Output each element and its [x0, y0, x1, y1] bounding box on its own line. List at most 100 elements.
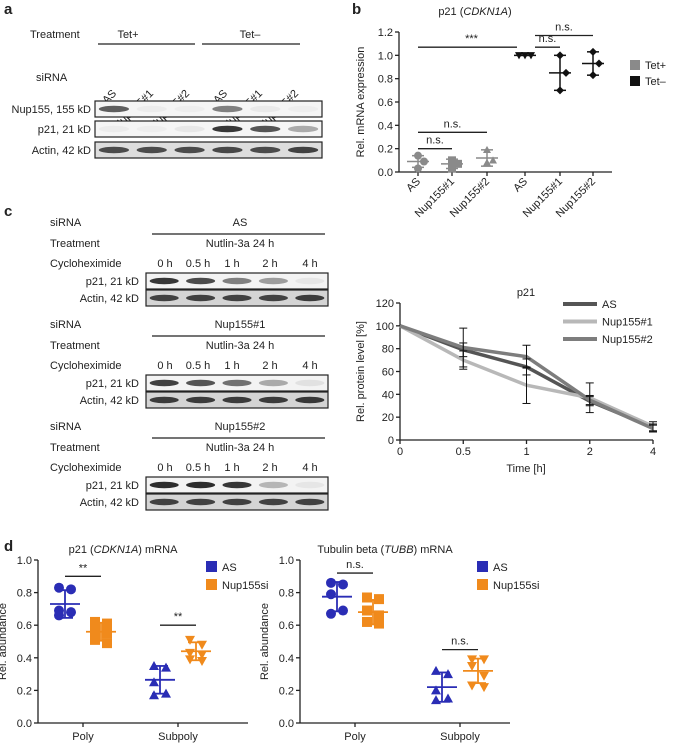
treatment-label: Treatment	[30, 29, 80, 41]
band	[258, 379, 288, 387]
sirna-label: siRNA	[50, 217, 82, 229]
title-part: )	[508, 6, 512, 18]
data-point	[431, 685, 441, 695]
y-tick-label: 0.8	[279, 588, 294, 600]
legend-label: AS	[222, 562, 237, 574]
band	[149, 294, 179, 302]
blot-row-label: Actin, 42 kD	[32, 145, 91, 157]
band	[174, 105, 205, 113]
legend-swatch	[206, 579, 217, 590]
y-tick-label: 0.0	[17, 718, 32, 730]
y-tick-label: 0.0	[378, 167, 393, 179]
title-part: CDKN1A	[94, 544, 139, 556]
x-tick-label: 1	[523, 446, 529, 458]
legend-label: AS	[602, 299, 617, 311]
band	[136, 146, 167, 154]
data-point	[362, 592, 372, 603]
legend-label: AS	[493, 562, 508, 574]
blot-row-label: Actin, 42 kD	[80, 293, 139, 305]
y-axis-label: Rel. abundance	[259, 603, 271, 680]
band	[287, 125, 319, 133]
data-point	[54, 582, 64, 593]
treatment-value: Nutlin-3a 24 h	[206, 442, 275, 454]
y-axis-label: Rel. protein level [%]	[355, 321, 367, 422]
band	[295, 396, 325, 404]
band	[250, 105, 281, 113]
y-axis-label: Rel. mRNA expression	[355, 47, 367, 158]
band	[149, 277, 179, 285]
band	[186, 481, 216, 489]
significance-label: **	[174, 611, 183, 623]
chart-title: p21	[517, 287, 535, 299]
blot-row	[94, 120, 323, 138]
legend-swatch	[206, 561, 217, 572]
band	[186, 294, 216, 302]
y-tick-label: 0.6	[279, 620, 294, 632]
sirna-label: siRNA	[50, 319, 82, 331]
data-point	[149, 677, 159, 687]
data-point	[479, 683, 489, 693]
sirna-label: siRNA	[50, 421, 82, 433]
band	[258, 481, 288, 489]
sirna-value: AS	[233, 217, 248, 229]
title-part: ) mRNA	[414, 544, 454, 556]
y-tick-label: 0.2	[17, 685, 32, 697]
data-point	[443, 693, 453, 703]
significance-label: n.s.	[444, 118, 462, 130]
blot-row	[145, 391, 329, 409]
x-tick-label: Subpoly	[158, 731, 198, 743]
y-tick-label: 20	[382, 412, 394, 424]
blot-row	[94, 100, 323, 118]
legend-swatch	[630, 60, 640, 70]
legend-label: Tet+	[645, 60, 666, 72]
band	[250, 125, 281, 133]
title-part: ) mRNA	[138, 544, 178, 556]
band	[287, 146, 319, 154]
band	[295, 379, 325, 387]
data-point	[374, 610, 384, 621]
data-point	[326, 589, 336, 600]
y-tick-label: 1.0	[17, 555, 32, 567]
time-label: 2 h	[262, 258, 277, 270]
data-point	[102, 628, 112, 639]
legend-label: Nup155#2	[602, 334, 653, 346]
y-tick-label: 0.4	[279, 653, 294, 665]
band	[174, 125, 205, 133]
blot-frame	[94, 141, 323, 159]
cycloheximide-label: Cycloheximide	[50, 462, 122, 474]
blot-row	[94, 141, 323, 159]
treatment-value: Nutlin-3a 24 h	[206, 238, 275, 250]
panel-label: b	[352, 1, 361, 18]
x-tick-label: AS	[511, 176, 530, 195]
band	[186, 396, 216, 404]
blot-row-label: Actin, 42 kD	[80, 395, 139, 407]
data-point	[149, 690, 159, 700]
data-point	[90, 625, 100, 636]
significance-label: n.s.	[346, 559, 364, 571]
blot-row	[145, 272, 329, 290]
group-label: Tet–	[240, 29, 262, 41]
band	[287, 105, 319, 113]
band	[258, 277, 288, 285]
y-tick-label: 120	[376, 298, 394, 310]
band	[149, 481, 179, 489]
legend-swatch	[477, 579, 488, 590]
band	[295, 277, 325, 285]
time-label: 0 h	[157, 258, 172, 270]
y-tick-label: 0	[388, 435, 394, 447]
band	[98, 105, 130, 113]
y-tick-label: 100	[376, 321, 394, 333]
x-tick-label: Poly	[72, 731, 94, 743]
legend-label: Tet–	[645, 76, 667, 88]
y-tick-label: 0.8	[17, 588, 32, 600]
time-label: 4 h	[302, 258, 317, 270]
blot-row-label: p21, 21 kD	[38, 124, 91, 136]
y-tick-label: 0.0	[279, 718, 294, 730]
data-point	[197, 650, 207, 660]
title-part: p21 (	[438, 6, 463, 18]
y-axis-label: Rel. abundance	[0, 603, 9, 680]
data-point	[326, 608, 336, 619]
band	[295, 498, 325, 506]
band	[295, 294, 325, 302]
data-point	[161, 662, 171, 672]
